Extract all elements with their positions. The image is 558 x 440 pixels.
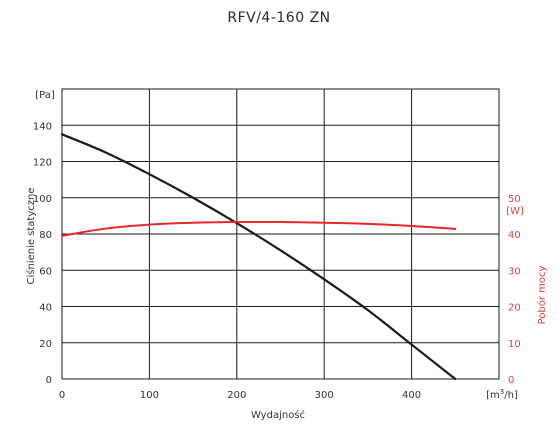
- y-right-unit-label: [W]: [506, 206, 524, 217]
- x-tick-label: 0: [59, 390, 65, 401]
- y-left-tick-label: 60: [39, 266, 52, 277]
- y-right-tick-label: 0: [508, 375, 514, 386]
- y-right-tick-label: 40: [508, 230, 521, 241]
- y-right-tick-label: 20: [508, 303, 521, 314]
- y-left-tick-label: 20: [39, 339, 52, 350]
- y-right-tick-label: 50: [508, 194, 521, 205]
- x-tick-label: 300: [315, 390, 334, 401]
- chart-title: RFV/4-160 ZN: [227, 10, 330, 26]
- x-unit-label: [m3/h]: [486, 388, 518, 401]
- y-left-unit-label: [Pa]: [35, 90, 55, 101]
- ticks-layer: 0 100 200 300 400 0 20 40 60 80 100 120 140 0 10 20 30 40…: [33, 121, 521, 401]
- y-left-tick-label: 100: [33, 194, 52, 205]
- x-tick-label: 400: [402, 390, 421, 401]
- series-layer: [60, 133, 457, 381]
- y-right-tick-label: 10: [508, 339, 521, 350]
- y-right-tick-label: 30: [508, 266, 521, 277]
- x-tick-label: 200: [227, 390, 246, 401]
- y-left-tick-label: 140: [33, 121, 52, 132]
- x-tick-label: 100: [140, 390, 159, 401]
- y-left-axis-title: Ciśnienie statyczne: [25, 187, 37, 284]
- power-curve-line: [61, 220, 457, 237]
- y-left-tick-label: 120: [33, 158, 52, 169]
- y-left-tick-label: 40: [39, 303, 52, 314]
- y-left-tick-label: 0: [46, 375, 52, 386]
- grid-layer: [61, 88, 500, 380]
- pressure-curve-line: [60, 133, 457, 381]
- y-right-axis-title: Pobór mocy: [536, 266, 548, 325]
- y-left-tick-label: 80: [39, 230, 52, 241]
- x-axis-title: Wydajność: [251, 409, 305, 421]
